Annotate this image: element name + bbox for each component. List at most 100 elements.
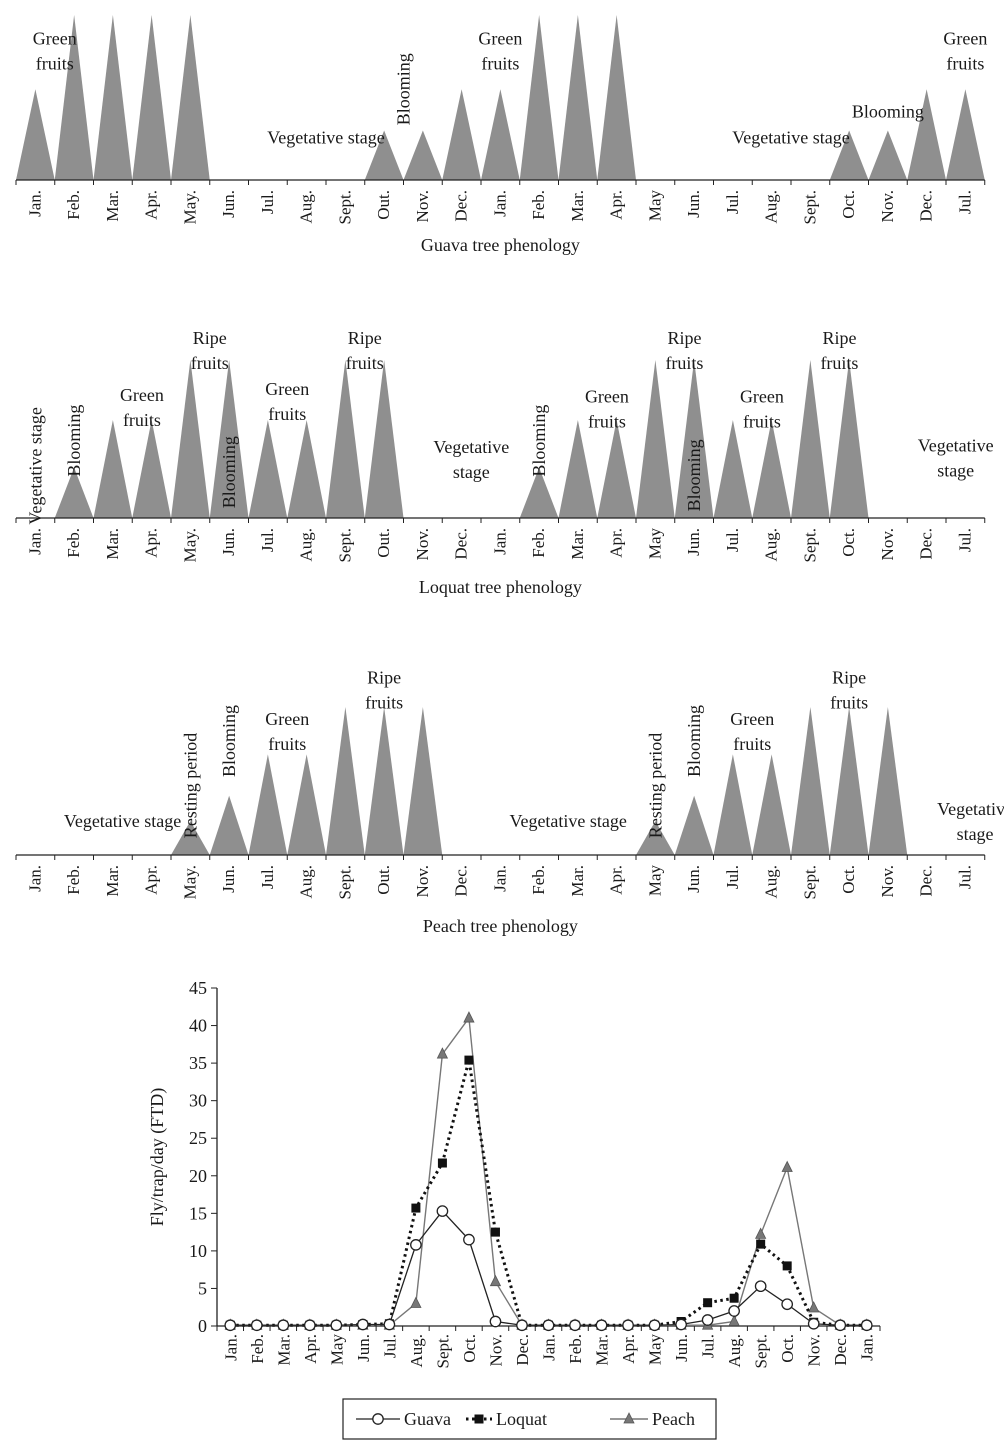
stage-peak: [93, 420, 133, 518]
stage-label: Green fruits: [120, 385, 164, 430]
month-label: Sept.: [800, 865, 819, 899]
month-label: Jan.: [490, 865, 509, 892]
stage-peak: [829, 360, 869, 518]
x-tick-label: Sept.: [433, 1334, 452, 1368]
data-point-peach: [489, 1274, 502, 1287]
phenology-panel-3: Jan. Feb. Mar. Apr. May. Jun. Jul. Aug. Sept. Out…: [15, 667, 1004, 936]
series-line-loquat: [230, 1058, 867, 1327]
month-label: Jan.: [490, 190, 509, 217]
month-label: Jul.: [258, 190, 277, 214]
month-label: Jun.: [684, 190, 703, 218]
stage-peak: [171, 820, 210, 855]
stage-peak: [829, 130, 869, 180]
data-point-guava: [860, 1319, 873, 1332]
month-label: Aug.: [762, 528, 781, 562]
month-label: Apr.: [142, 528, 161, 558]
x-tick-label: Dec.: [513, 1334, 532, 1366]
month-label: Nov.: [878, 190, 897, 222]
stage-peak: [209, 360, 249, 518]
stage-label: Green fruits: [740, 387, 784, 432]
stage-peak: [171, 15, 210, 180]
y-tick-label: 45: [189, 978, 207, 998]
stage-label: Green fruits: [730, 709, 774, 754]
data-point-guava: [383, 1318, 396, 1331]
data-point-loquat: [490, 1227, 500, 1237]
month-label: Feb.: [64, 528, 83, 558]
phenology-panel-2: Jan. Feb. Mar. Apr. May. Jun. Jul. Aug. Sept. Out…: [15, 328, 994, 597]
x-tick-label: Feb.: [566, 1334, 585, 1364]
stage-peak: [403, 707, 443, 855]
month-label: Jul.: [258, 528, 277, 552]
stage-label: Green fruits: [33, 29, 77, 74]
stage-peak: [829, 707, 869, 855]
month-label: Mar.: [103, 528, 122, 560]
month-label: May.: [180, 865, 199, 899]
data-point-guava: [489, 1315, 502, 1328]
month-label: Jul.: [258, 865, 277, 889]
y-tick-label: 5: [198, 1278, 207, 1298]
stage-peak: [868, 707, 908, 855]
stage-label: Green fruits: [265, 379, 309, 424]
month-label: Jul.: [955, 190, 974, 214]
month-label: May.: [180, 528, 199, 562]
stage-peak: [907, 89, 946, 180]
data-point-loquat: [437, 1158, 447, 1168]
x-tick-label: Oct.: [778, 1334, 797, 1363]
stage-peak: [442, 89, 481, 180]
month-label: Dec.: [917, 865, 936, 897]
series-guava: [224, 1205, 873, 1332]
month-label: May: [645, 190, 664, 222]
stage-peak: [558, 15, 598, 180]
month-label: Aug.: [297, 528, 316, 562]
month-label: Apr.: [607, 865, 626, 895]
stage-peak: [597, 15, 636, 180]
data-point-guava: [463, 1233, 475, 1246]
data-point-guava: [807, 1317, 820, 1330]
month-label: Nov.: [413, 190, 432, 222]
month-label: Out.: [374, 528, 393, 558]
data-point-guava: [648, 1319, 661, 1332]
data-point-peach: [436, 1047, 449, 1059]
stage-label: Vegetative stage: [509, 811, 626, 831]
month-label: Oct.: [839, 865, 858, 894]
data-point-peach: [728, 1314, 740, 1326]
series-peach: [224, 1011, 873, 1330]
stage-label: Vegetative stage: [267, 128, 384, 148]
phenology-title: Guava tree phenology: [421, 235, 580, 255]
stage-label: Ripe fruits: [665, 328, 703, 373]
data-point-loquat: [703, 1298, 713, 1308]
data-point-loquat: [729, 1293, 739, 1303]
stage-peak: [16, 89, 55, 180]
month-label: Apr.: [607, 190, 626, 220]
x-tick-label: Jul.: [699, 1334, 718, 1358]
month-label: Nov.: [878, 865, 897, 897]
month-label: Jul.: [955, 528, 974, 552]
stage-label: Ripe fruits: [820, 328, 858, 373]
phenology-title: Loquat tree phenology: [419, 577, 582, 597]
phenology-panel-1: Jan. Feb. Mar. Apr. May. Jun. Jul. Aug. Sept. Out…: [15, 15, 987, 255]
data-point-guava: [330, 1319, 343, 1332]
data-point-peach: [463, 1011, 475, 1023]
x-tick-label: Mar.: [274, 1334, 293, 1366]
stage-peak: [54, 15, 94, 180]
x-tick-label: Jul.: [380, 1334, 399, 1358]
series-line-guava: [230, 1210, 867, 1326]
data-point-loquat: [411, 1203, 421, 1213]
stage-label: Green fruits: [478, 29, 522, 74]
stage-label: Ripe fruits: [346, 328, 384, 373]
stage-peak: [868, 130, 908, 180]
month-label: Feb.: [64, 865, 83, 895]
stage-peak: [287, 420, 326, 518]
data-point-loquat: [756, 1239, 766, 1249]
month-label: Jan.: [25, 190, 44, 217]
stage-peak: [248, 420, 288, 518]
stage-label: Vegetative stage: [732, 128, 849, 148]
stage-label: Green fruits: [943, 29, 987, 74]
stage-label: Vegetative stage: [25, 407, 45, 524]
stage-peak: [132, 15, 171, 180]
stage-peak: [946, 89, 985, 180]
stage-label: Blooming: [852, 101, 924, 121]
series-line-peach: [230, 1017, 867, 1326]
